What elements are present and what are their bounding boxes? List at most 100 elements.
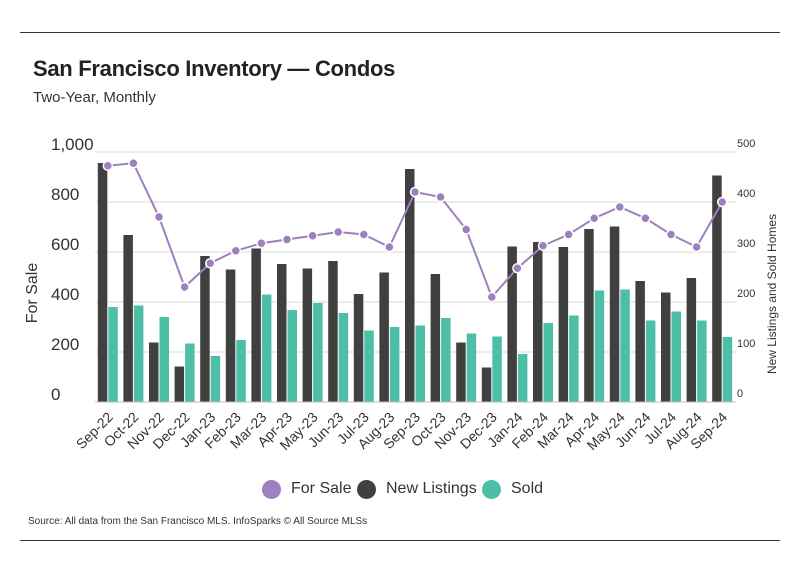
left-axis-tick-label: 0	[51, 385, 60, 404]
point-for-sale	[537, 240, 549, 251]
legend-label-for-sale: For Sale	[291, 480, 352, 497]
bar-new-listings	[686, 278, 697, 402]
bar-new-listings	[456, 342, 466, 402]
bar-sold	[108, 307, 118, 402]
bar-sold	[415, 325, 425, 402]
bar-sold	[313, 303, 323, 402]
left-axis-tick-label: 200	[51, 335, 79, 354]
bar-new-listings	[200, 256, 210, 402]
point-for-sale	[640, 213, 651, 224]
bar-new-listings	[379, 272, 389, 402]
right-axis-title: New Listings and Sold Homes	[765, 214, 779, 374]
bar-sold	[671, 311, 681, 402]
bar-new-listings	[353, 294, 364, 402]
point-for-sale	[204, 258, 216, 269]
bar-sold	[569, 315, 579, 402]
left-axis-tick-label: 800	[51, 185, 79, 204]
point-for-sale	[102, 160, 114, 171]
point-for-sale	[460, 224, 472, 235]
bar-new-listings	[97, 163, 108, 402]
bar-new-listings	[251, 248, 261, 402]
bar-new-listings	[149, 342, 159, 402]
left-axis-tick-label: 400	[51, 285, 79, 304]
point-for-sale	[179, 281, 190, 293]
bar-new-listings	[507, 246, 517, 402]
point-for-sale	[307, 230, 318, 241]
point-for-sale	[691, 241, 702, 253]
left-axis-tick-label: 1,000	[51, 135, 94, 154]
point-for-sale	[614, 201, 626, 213]
bar-new-listings	[481, 367, 492, 402]
bar-new-listings	[558, 247, 569, 402]
bars	[97, 163, 733, 402]
bar-new-listings	[661, 292, 671, 402]
point-for-sale	[358, 229, 370, 240]
bottom-rule	[20, 540, 780, 541]
bar-sold	[261, 294, 272, 402]
bar-sold	[133, 305, 144, 402]
point-for-sale	[486, 291, 498, 303]
bar-sold	[389, 327, 400, 402]
bar-sold	[645, 320, 656, 402]
legend-label-sold: Sold	[511, 480, 544, 497]
point-for-sale	[409, 186, 421, 198]
right-axis-tick-label: 0	[737, 388, 743, 400]
left-axis-tick-label: 600	[51, 235, 79, 254]
bar-sold	[517, 354, 528, 402]
top-rule	[20, 32, 780, 33]
bar-new-listings	[405, 169, 415, 402]
bar-sold	[466, 333, 477, 402]
bar-new-listings	[533, 242, 543, 402]
legend-swatch-new-listings	[357, 479, 376, 499]
bar-sold	[185, 343, 195, 402]
bar-new-listings	[277, 264, 287, 402]
point-for-sale	[435, 191, 446, 203]
bar-new-listings	[635, 281, 645, 402]
point-for-sale	[665, 229, 677, 240]
legend-swatch-for-sale	[262, 479, 281, 499]
legend-label-new-listings: New Listings	[386, 480, 477, 497]
line-for-sale	[107, 162, 724, 299]
right-axis-tick-label: 200	[737, 288, 755, 300]
point-for-sale	[281, 234, 293, 245]
right-axis-tick-label: 400	[737, 188, 755, 200]
point-for-sale	[256, 238, 267, 249]
bar-new-listings	[174, 366, 185, 402]
left-axis-title: For Sale	[24, 263, 41, 324]
point-for-sale	[332, 226, 344, 238]
points-for-sale	[102, 158, 728, 303]
bar-sold	[236, 340, 246, 402]
right-axis-tick-label: 300	[737, 238, 755, 250]
bar-sold	[287, 310, 297, 402]
legend-swatch-sold	[482, 479, 501, 499]
bar-sold	[441, 318, 451, 402]
bar-sold	[159, 317, 169, 402]
right-axis-tick-label: 100	[737, 338, 755, 350]
point-for-sale	[588, 213, 600, 224]
point-for-sale	[230, 245, 242, 256]
bar-new-listings	[609, 226, 620, 402]
bar-new-listings	[712, 175, 722, 402]
legend-item-sold: Sold	[482, 476, 543, 502]
chart-subtitle: Two-Year, Monthly	[33, 89, 156, 106]
bar-sold	[210, 356, 221, 402]
bar-sold	[364, 330, 374, 402]
point-for-sale	[128, 158, 139, 169]
bar-new-listings	[123, 235, 133, 402]
point-for-sale	[716, 196, 728, 208]
bar-sold	[620, 289, 630, 402]
bar-sold	[492, 336, 502, 402]
bar-sold	[722, 337, 733, 402]
bar-new-listings	[584, 229, 594, 402]
bar-sold	[697, 320, 707, 402]
bar-new-listings	[328, 261, 338, 402]
point-for-sale	[384, 241, 395, 253]
source-note: Source: All data from the San Francisco …	[28, 516, 368, 527]
chart-title: San Francisco Inventory — Condos	[33, 56, 396, 81]
bar-new-listings	[430, 274, 441, 402]
bar-sold	[594, 290, 605, 402]
legend-item-for-sale: For Sale	[262, 476, 351, 502]
bar-sold	[338, 313, 349, 402]
bar-new-listings	[302, 268, 313, 402]
